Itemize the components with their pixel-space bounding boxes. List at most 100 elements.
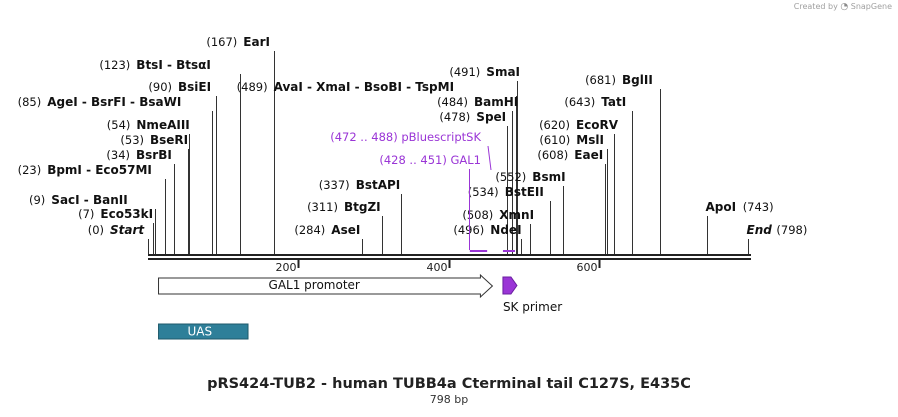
site-position: (620) [539, 118, 570, 132]
site-name: BstEII [505, 185, 544, 199]
site-position: (311) [307, 200, 338, 214]
site-name: MslI [576, 133, 604, 147]
map-title: pRS424-TUB2 - human TUBB4a Cterminal tai… [207, 376, 691, 392]
restriction-site-smai: SmaI (491) [449, 65, 520, 254]
site-name: BtsI - BtsαI [136, 58, 211, 72]
site-position: (284) [294, 223, 325, 237]
ruler-tick-label: 600 [577, 261, 598, 274]
site-name: BsmI [532, 170, 565, 184]
feature-label: (428 .. 451) GAL1 [379, 153, 481, 167]
restriction-site-bamhi: BamHI (484) [437, 95, 518, 254]
site-name: TatI [601, 95, 626, 109]
site-position: (608) [537, 148, 568, 162]
restriction-site-bseri: BseRI (53) [120, 133, 189, 254]
restriction-site-bsmi: BsmI (552) [495, 170, 566, 254]
annotation-uas: UAS [158, 323, 249, 340]
feature-leader [487, 145, 492, 171]
restriction-site-tati: TatI (643) [564, 95, 633, 254]
restriction-site-agei: AgeI - BsrFI - BsaWI (85) [18, 95, 213, 254]
site-name: BsrBI [136, 148, 172, 162]
map-length: 798 bp [429, 393, 469, 406]
site-position: (478) [439, 110, 470, 124]
site-position: (90) [148, 80, 172, 94]
annotation-label: GAL1 promoter [269, 278, 360, 292]
site-position: (798) [776, 223, 807, 237]
site-name: EaeI [574, 148, 603, 162]
restriction-site-xmni: XmnI (508) [462, 208, 534, 254]
site-name: BglII [622, 73, 653, 87]
sequence-map: 200 400 600 Start (0) Eco53kI (7)SacI - BanII (… [18, 35, 807, 340]
ruler-tick-label: 400 [427, 261, 448, 274]
site-position: (534) [468, 185, 499, 199]
site-name: Eco53kI [100, 207, 153, 221]
site-position: (610) [539, 133, 570, 147]
restriction-site-bsiei: BsiEI (90) [148, 80, 217, 254]
annotation-sk-primer: SK primer [502, 276, 562, 314]
site-name: Start [110, 223, 145, 237]
site-name: SpeI [476, 110, 506, 124]
restriction-site-ndei: NdeI (496) [453, 223, 522, 254]
site-position: (9) [29, 193, 45, 207]
site-position: (743) [743, 200, 774, 214]
restriction-site-bpmi: BpmI - Eco57MI (23) [18, 163, 166, 254]
site-position: (53) [120, 133, 144, 147]
restriction-site-bglii: BglII (681) [585, 73, 661, 254]
site-name: NmeAIII [136, 118, 189, 132]
site-position: (337) [319, 178, 350, 192]
feature-label: (472 .. 488) pBluescriptSK [330, 130, 481, 144]
restriction-site-btgzi: BtgZI (311) [307, 200, 383, 254]
site-name: SmaI [486, 65, 520, 79]
site-name: End [747, 223, 773, 237]
site-name: BsiEI [178, 80, 211, 94]
site-position: (0) [88, 223, 104, 237]
credit-prefix: Created by [793, 2, 838, 11]
site-name: AgeI - BsrFI - BsaWI [47, 95, 181, 109]
restriction-site-btsi: BtsI - BtsαI (123) [99, 58, 241, 254]
primer-shape [502, 276, 518, 295]
annotation-label: SK primer [503, 300, 562, 314]
site-position: (167) [206, 35, 237, 49]
site-position: (496) [453, 223, 484, 237]
site-name: ApoI [706, 200, 737, 214]
site-name: BstAPI [356, 178, 401, 192]
feature-pbluescriptsk: (472 .. 488) pBluescriptSK [330, 130, 515, 252]
site-position: (491) [449, 65, 480, 79]
restriction-site-start: Start (0) [88, 223, 149, 254]
restriction-site-asei: AseI (284) [294, 223, 363, 254]
restriction-site-bstapi: BstAPI (337) [319, 178, 402, 254]
restriction-site-eaei: EaeI (608) [537, 148, 606, 254]
site-name: AseI [331, 223, 360, 237]
map-title-block: pRS424-TUB2 - human TUBB4a Cterminal tai… [0, 376, 898, 406]
site-name: BtgZI [344, 200, 381, 214]
restriction-site-msli: MslI (610) [539, 133, 608, 254]
restriction-site-apoi: ApoI (743) [706, 200, 774, 254]
site-name: XmnI [499, 208, 534, 222]
restriction-site-avai: AvaI - XmaI - BsoBI - TspMI (489) [237, 80, 517, 254]
restriction-site-nmeaiii: NmeAIII (54) [107, 118, 190, 254]
site-name: AvaI - XmaI - BsoBI - TspMI [274, 80, 454, 94]
site-position: (7) [78, 207, 94, 221]
site-position: (85) [18, 95, 42, 109]
site-position: (643) [564, 95, 595, 109]
site-position: (508) [462, 208, 493, 222]
site-name: NdeI [490, 223, 521, 237]
site-position: (484) [437, 95, 468, 109]
site-name: EarI [243, 35, 270, 49]
credit-brand: SnapGene [850, 2, 892, 11]
site-position: (23) [18, 163, 42, 177]
restriction-site-bsteii: BstEII (534) [468, 185, 551, 254]
restriction-site-saci: SacI - BanII (9) [29, 193, 156, 254]
ruler-tick-label: 200 [276, 261, 297, 274]
annotation-gal1-promoter: GAL1 promoter [158, 273, 494, 299]
uas-box [158, 323, 249, 340]
restriction-site-ecorv: EcoRV (620) [539, 118, 619, 254]
restriction-site-eco53ki: Eco53kI (7) [78, 207, 154, 254]
site-position: (681) [585, 73, 616, 87]
restriction-site-end: End (798) [747, 223, 807, 254]
site-name: SacI - BanII [51, 193, 127, 207]
restriction-site-bsrbi: BsrBI (34) [106, 148, 175, 254]
site-name: BamHI [474, 95, 518, 109]
site-position: (489) [237, 80, 268, 94]
feature-gal1: (428 .. 451) GAL1 [379, 153, 488, 252]
snapgene-logo-icon: ◔ [840, 2, 849, 12]
